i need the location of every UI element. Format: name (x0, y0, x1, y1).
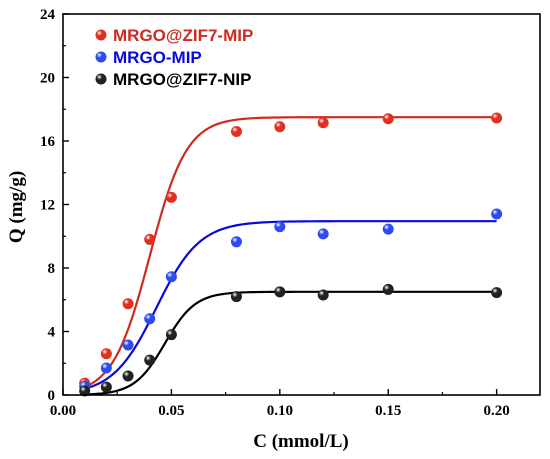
legend: MRGO@ZIF7-MIP MRGO-MIP MRGO@ZIF7-NIP (95, 26, 253, 89)
data-point (79, 385, 91, 397)
y-tick-label: 4 (48, 325, 56, 341)
data-point (317, 228, 329, 240)
y-tick-label: 16 (40, 134, 56, 150)
data-point (165, 271, 177, 283)
fit-curve-1 (84, 220, 497, 390)
x-tick-label: 0.20 (484, 403, 510, 419)
data-point (165, 329, 177, 341)
y-tick-label: 12 (40, 198, 55, 214)
data-point (382, 283, 394, 295)
data-point (317, 289, 329, 301)
legend-marker (95, 29, 107, 41)
data-point (317, 117, 329, 129)
legend-label: MRGO-MIP (113, 48, 202, 67)
x-tick-label: 0.00 (50, 403, 76, 419)
legend-label: MRGO@ZIF7-MIP (113, 26, 253, 45)
data-point (122, 298, 134, 310)
data-point (274, 121, 286, 133)
data-point (491, 208, 503, 220)
legend-marker (95, 73, 107, 85)
data-point (274, 221, 286, 233)
data-point (165, 191, 177, 203)
y-tick-label: 0 (48, 388, 56, 404)
y-tick-label: 20 (40, 71, 55, 87)
y-tick-label: 24 (40, 7, 56, 23)
data-point (122, 339, 134, 351)
legend-label: MRGO@ZIF7-NIP (113, 70, 251, 89)
data-point (274, 286, 286, 298)
axes-layer (62, 13, 541, 396)
data-point (230, 291, 242, 303)
data-point (382, 113, 394, 125)
data-point (491, 112, 503, 124)
data-point (144, 313, 156, 325)
data-point (491, 287, 503, 299)
x-tick-label: 0.05 (158, 403, 184, 419)
data-point (100, 381, 112, 393)
data-point (230, 125, 242, 137)
legend-marker (95, 51, 107, 63)
data-point (230, 236, 242, 248)
data-point (100, 348, 112, 360)
x-axis-title: C (mmol/L) (253, 431, 349, 452)
tick-labels-layer: 0.00 0.05 0.10 0.15 0.20 0 4 8 12 16 20 24 (40, 7, 510, 419)
fit-curves-layer (84, 116, 497, 396)
x-tick-label: 0.10 (267, 403, 293, 419)
data-point (144, 354, 156, 366)
data-point (382, 223, 394, 235)
fit-curve-0 (84, 116, 497, 389)
data-point (100, 362, 112, 374)
fit-curve-2 (84, 290, 497, 396)
y-axis-title: Q (mg/g) (6, 171, 27, 243)
data-points-layer (79, 112, 503, 397)
data-point (122, 370, 134, 382)
y-tick-label: 8 (48, 261, 56, 277)
data-point (144, 233, 156, 245)
x-tick-label: 0.15 (375, 403, 401, 419)
